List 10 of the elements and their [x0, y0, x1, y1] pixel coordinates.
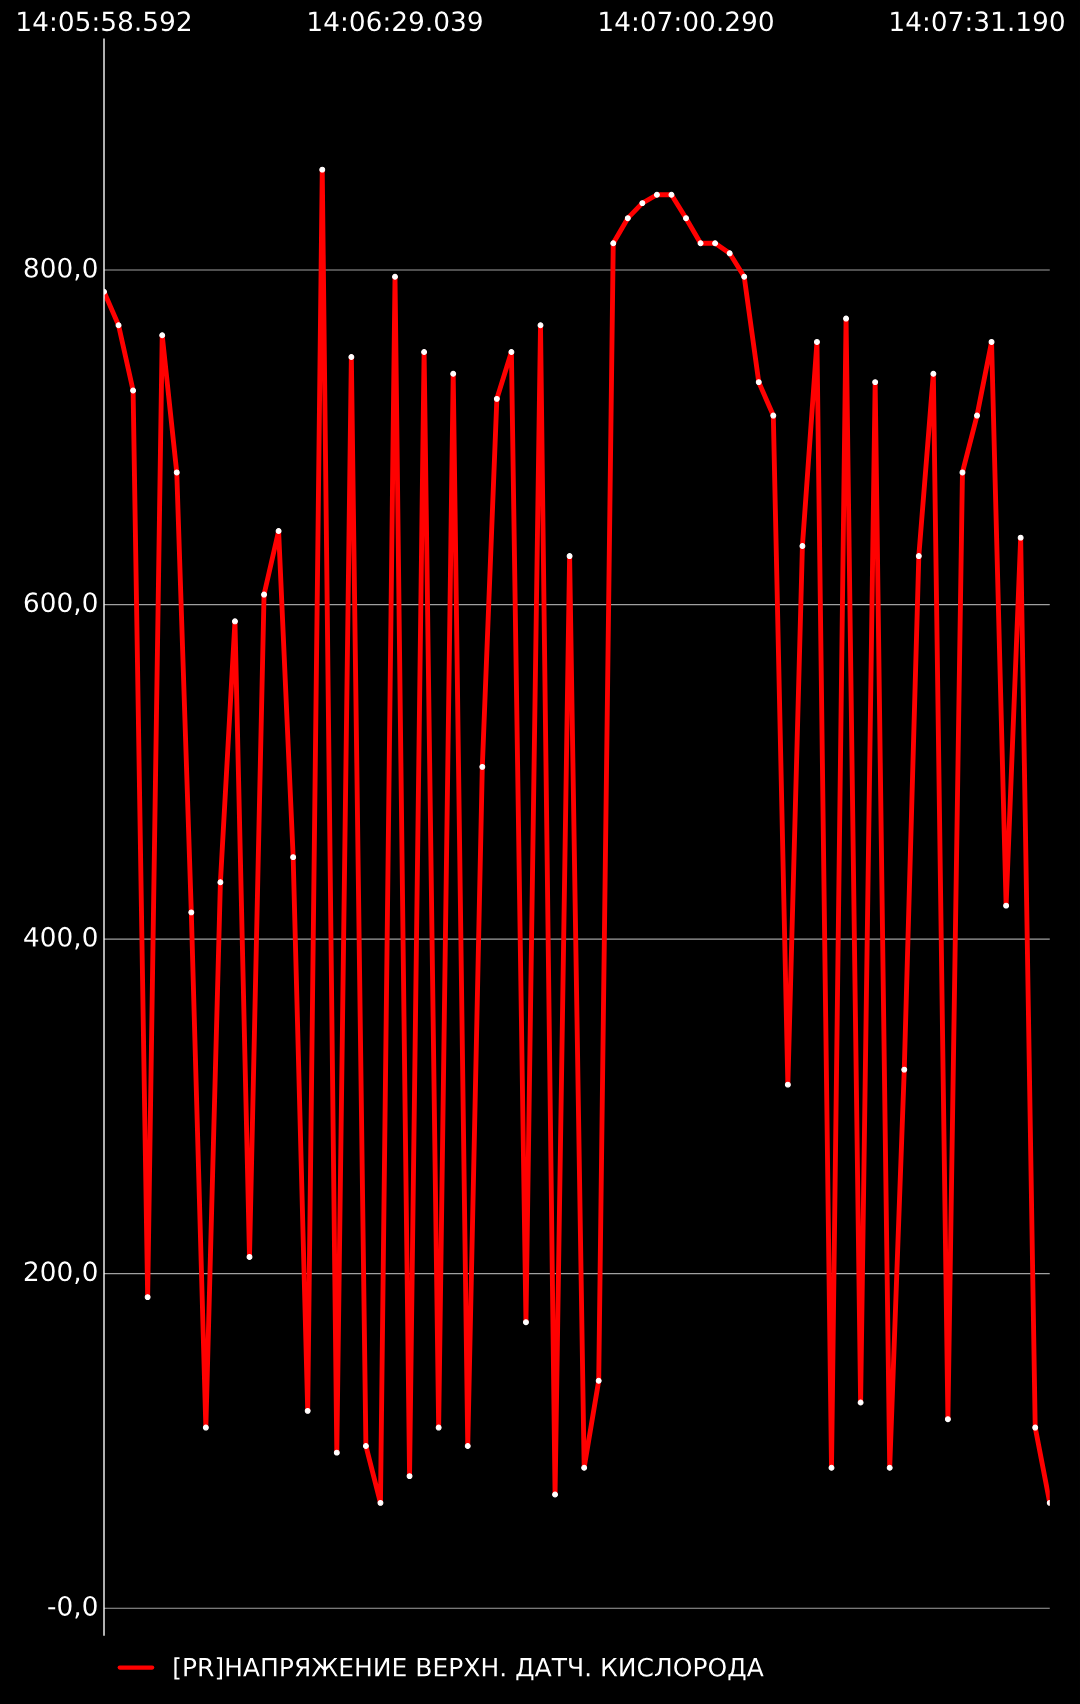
- x-tick-label: 14:07:31.190: [891, 11, 1064, 32]
- y-tick-label: 200,0: [24, 1261, 97, 1285]
- y-tick-label: 600,0: [24, 592, 97, 615]
- x-tick-label: 14:07:00.290: [600, 11, 773, 32]
- y-tick-label: -0,0: [48, 1595, 97, 1619]
- y-tick-label: 400,0: [24, 926, 97, 950]
- x-tick-label: 14:05:58.592: [18, 11, 190, 32]
- y-tick-label: 800,0: [24, 257, 97, 281]
- x-tick-label: 14:06:29.039: [309, 11, 482, 32]
- legend-label: [PR]НАПРЯЖЕНИЕ ВЕРХН. ДАТЧ. КИСЛОРОДА: [174, 1657, 764, 1681]
